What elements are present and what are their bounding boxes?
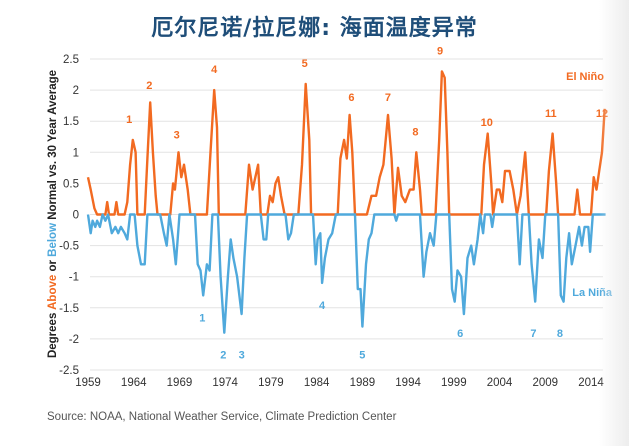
series-line-la-nina <box>86 213 606 334</box>
la-nina-event-label: 5 <box>359 350 365 362</box>
series-lines <box>86 70 606 334</box>
y-tick-label: -1.5 <box>59 303 79 315</box>
el-nino-event-label: 9 <box>437 46 443 58</box>
y-tick-labels: 2.5 2 1.5 1 0.5 0 -0.5 -1 -1.5 -2 -2.5 <box>59 54 79 377</box>
el-nino-event-label: 3 <box>174 130 180 142</box>
y-axis-label-part: or <box>47 257 59 275</box>
right-edge-shadow <box>599 0 629 446</box>
x-tick-label: 2014 <box>578 377 604 389</box>
el-nino-event-label: 6 <box>348 92 354 104</box>
y-tick-label: -1 <box>69 272 79 284</box>
x-tick-label: 1974 <box>212 377 238 389</box>
y-tick-label: 2 <box>73 85 79 97</box>
y-tick-label: 0 <box>73 210 79 222</box>
x-tick-label: 1984 <box>304 377 330 389</box>
y-tick-label: 0.5 <box>63 178 79 190</box>
y-tick-label: 1.5 <box>63 116 79 128</box>
y-tick-label: -2.5 <box>59 365 79 377</box>
la-nina-event-label: 2 <box>220 350 226 362</box>
grid-lines <box>90 58 603 371</box>
el-nino-event-label: 4 <box>211 64 218 76</box>
y-tick-label: 1 <box>73 147 79 159</box>
x-tick-label: 1989 <box>350 377 376 389</box>
source-note: Source: NOAA, National Weather Service, … <box>47 411 397 423</box>
x-tick-label: 1999 <box>441 377 467 389</box>
y-axis-label-part: Below <box>47 223 59 257</box>
la-nina-event-label: 6 <box>457 328 463 340</box>
legend-el-nino: El Niño <box>566 71 604 83</box>
y-axis-label-part: Above <box>47 275 59 310</box>
chart-title: 厄尔尼诺/拉尼娜: 海面温度异常 <box>151 16 478 41</box>
y-axis-label: Degrees Above or Below Normal vs. 30 Yea… <box>47 70 59 358</box>
x-tick-label: 1959 <box>75 377 101 389</box>
y-tick-label: -2 <box>69 334 79 346</box>
y-tick-label: -0.5 <box>59 241 79 253</box>
x-tick-label: 1979 <box>258 377 284 389</box>
annotations: 12345678910111212345678 <box>126 46 608 362</box>
la-nina-event-label: 1 <box>199 312 205 324</box>
x-tick-label: 1964 <box>121 377 147 389</box>
x-tick-label: 1969 <box>167 377 193 389</box>
el-nino-event-label: 11 <box>545 108 557 120</box>
x-tick-label: 2009 <box>532 377 558 389</box>
x-tick-label: 2004 <box>487 377 513 389</box>
el-nino-event-label: 7 <box>385 92 391 104</box>
la-nina-event-label: 8 <box>557 328 563 340</box>
y-axis-label-part: Normal vs. 30 Year Average <box>47 70 59 223</box>
la-nina-event-label: 3 <box>239 350 245 362</box>
el-nino-event-label: 10 <box>481 117 493 129</box>
el-nino-event-label: 2 <box>146 80 152 92</box>
la-nina-event-label: 4 <box>319 300 326 312</box>
y-axis-label-part: Degrees <box>47 310 59 358</box>
el-nino-event-label: 5 <box>302 58 308 70</box>
y-tick-label: 2.5 <box>63 54 79 66</box>
series-line-el-nino <box>86 70 606 216</box>
el-nino-event-label: 8 <box>412 126 418 138</box>
x-tick-labels: 1959 1964 1969 1974 1979 1984 1989 1994 1999 2004… <box>75 377 604 389</box>
la-nina-event-label: 7 <box>530 328 536 340</box>
el-nino-event-label: 1 <box>126 114 132 126</box>
x-tick-label: 1994 <box>395 377 421 389</box>
